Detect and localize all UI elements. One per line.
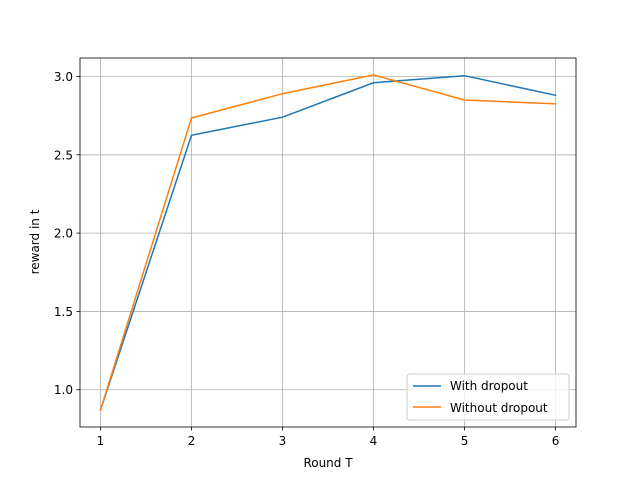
- x-tick-label: 5: [461, 434, 469, 448]
- y-tick-label: 1.5: [54, 305, 73, 319]
- y-tick-label: 2.0: [54, 227, 73, 241]
- legend-label-with-dropout: With dropout: [450, 379, 528, 393]
- series-line-without-dropout: [99, 74, 557, 412]
- x-tick-label: 1: [97, 434, 105, 448]
- series-line-with-dropout: [99, 74, 557, 412]
- grid: [80, 58, 576, 427]
- x-tick-label: 6: [552, 434, 560, 448]
- plot-frame: [79, 57, 577, 428]
- x-tick-label: 2: [188, 434, 196, 448]
- legend: With dropout Without dropout: [406, 373, 570, 421]
- x-axis-label: Round T: [303, 456, 353, 470]
- y-tick-label: 1.0: [54, 383, 73, 397]
- x-axis-ticks: 1 2 3 4 5 6: [97, 427, 560, 448]
- y-tick-label: 2.5: [54, 148, 73, 162]
- series-lines: [99, 74, 557, 412]
- y-tick-label: 3.0: [54, 70, 73, 84]
- y-axis-label: reward in t: [28, 209, 42, 274]
- y-axis-ticks: 1.0 1.5 2.0 2.5 3.0: [54, 70, 80, 397]
- legend-label-without-dropout: Without dropout: [450, 401, 548, 415]
- x-tick-label: 3: [279, 434, 287, 448]
- legend-box: [406, 373, 570, 421]
- x-tick-label: 4: [370, 434, 378, 448]
